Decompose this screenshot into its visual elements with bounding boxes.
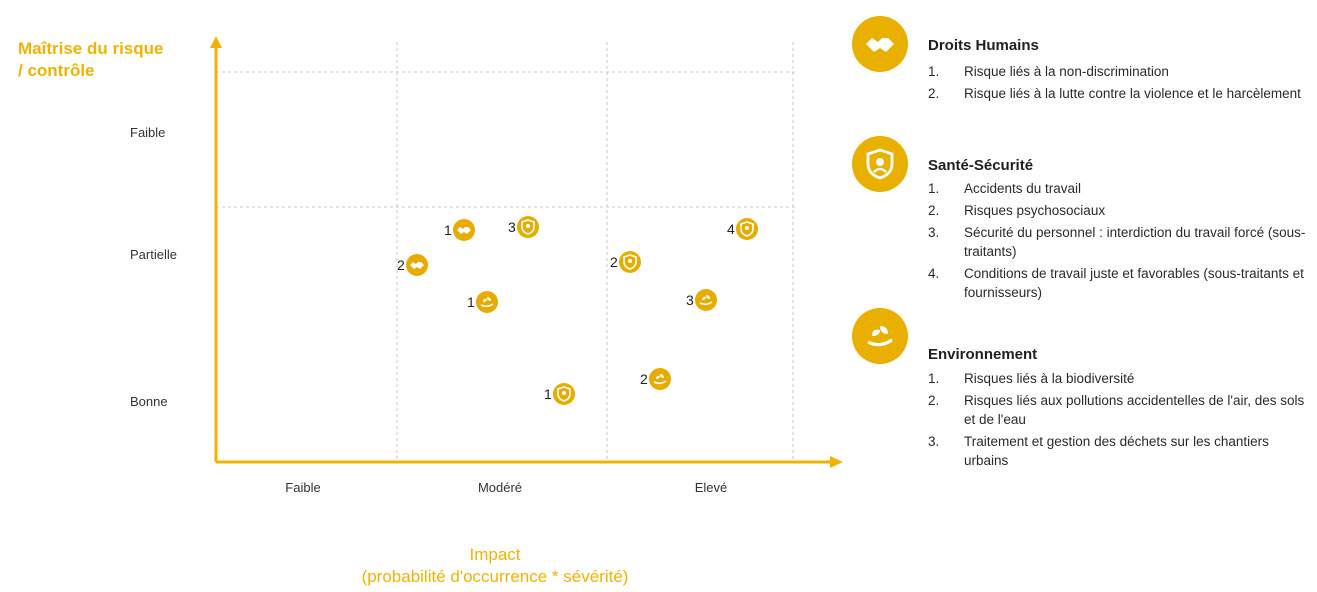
- shield-person-icon: [618, 251, 641, 273]
- x-level-modere: Modéré: [477, 480, 523, 495]
- list-item: 2. Risque liés à la lutte contre la viole…: [928, 86, 1301, 101]
- risk-point: 1: [444, 219, 475, 241]
- x-axis-arrow: [830, 456, 843, 468]
- risk-point-label: 3: [508, 219, 516, 235]
- risk-point: 1: [467, 291, 498, 313]
- risk-point-label: 2: [397, 257, 405, 273]
- legend-title-droits-humains: Droits Humains: [928, 37, 1039, 54]
- list-item: 2. Risques psychosociaux: [928, 203, 1106, 218]
- handshake-icon: [852, 16, 908, 72]
- plant-hand-icon: [694, 289, 717, 311]
- y-level-bonne: Bonne: [130, 394, 168, 409]
- y-axis-arrow: [210, 36, 222, 48]
- x-level-eleve: Elevé: [694, 480, 728, 495]
- legend-list-environnement: 1. Risques liés à la biodiversité 2. Risqu…: [928, 369, 1308, 473]
- plant-hand-icon: [852, 308, 908, 364]
- shield-person-icon: [852, 136, 908, 192]
- legend-title-environnement: Environnement: [928, 346, 1038, 363]
- list-item: 1. Risque liés à la non-discrimination: [928, 64, 1169, 79]
- x-level-faible: Faible: [285, 480, 321, 495]
- y-axis-title: Maîtrise du risque / contrôle: [18, 39, 164, 80]
- risk-point-label: 1: [467, 294, 475, 310]
- x-axis-title: Impact (probabilité d'occurrence * sévér…: [361, 545, 629, 586]
- legend-list-droits-humains: 1. Risque liés à la non-discrimination 2.…: [928, 62, 1308, 106]
- handshake-icon: [452, 219, 475, 241]
- risk-point-label: 1: [444, 222, 452, 238]
- risk-point: 2: [397, 254, 428, 276]
- shield-person-icon: [516, 216, 539, 238]
- handshake-icon: [405, 254, 428, 276]
- risk-point-label: 3: [686, 292, 694, 308]
- matrix-grid: [210, 36, 843, 468]
- list-item: 3. Sécurité du personnel : interdiction d…: [928, 225, 1306, 259]
- shield-person-icon: [552, 383, 575, 405]
- risk-point-label: 1: [544, 386, 552, 402]
- risk-point-label: 2: [610, 254, 618, 270]
- risk-point-label: 2: [640, 371, 648, 387]
- plant-hand-icon: [648, 368, 671, 390]
- list-item: 1. Risques liés à la biodiversité: [928, 371, 1135, 386]
- list-item: 4. Conditions de travail juste et favorab…: [928, 266, 1304, 300]
- risk-point: 3: [686, 289, 717, 311]
- legend-title-sante-securite: Santé-Sécurité: [928, 157, 1034, 174]
- list-item: 3. Traitement et gestion des déchets sur …: [928, 434, 1269, 468]
- shield-person-icon: [735, 218, 758, 240]
- risk-point: 2: [640, 368, 671, 390]
- legend-list-sante-securite: 1. Accidents du travail 2. Risques psychos…: [928, 179, 1308, 305]
- y-level-partielle: Partielle: [130, 247, 177, 262]
- y-level-faible: Faible: [130, 125, 166, 140]
- risk-point: 4: [727, 218, 758, 240]
- risk-point: 1: [544, 383, 575, 405]
- risk-point-label: 4: [727, 221, 735, 237]
- risk-point: 2: [610, 251, 641, 273]
- list-item: 1. Accidents du travail: [928, 181, 1082, 196]
- list-item: 2. Risques liés aux pollutions accidentel…: [928, 393, 1305, 427]
- plant-hand-icon: [475, 291, 498, 313]
- risk-point: 3: [508, 216, 539, 238]
